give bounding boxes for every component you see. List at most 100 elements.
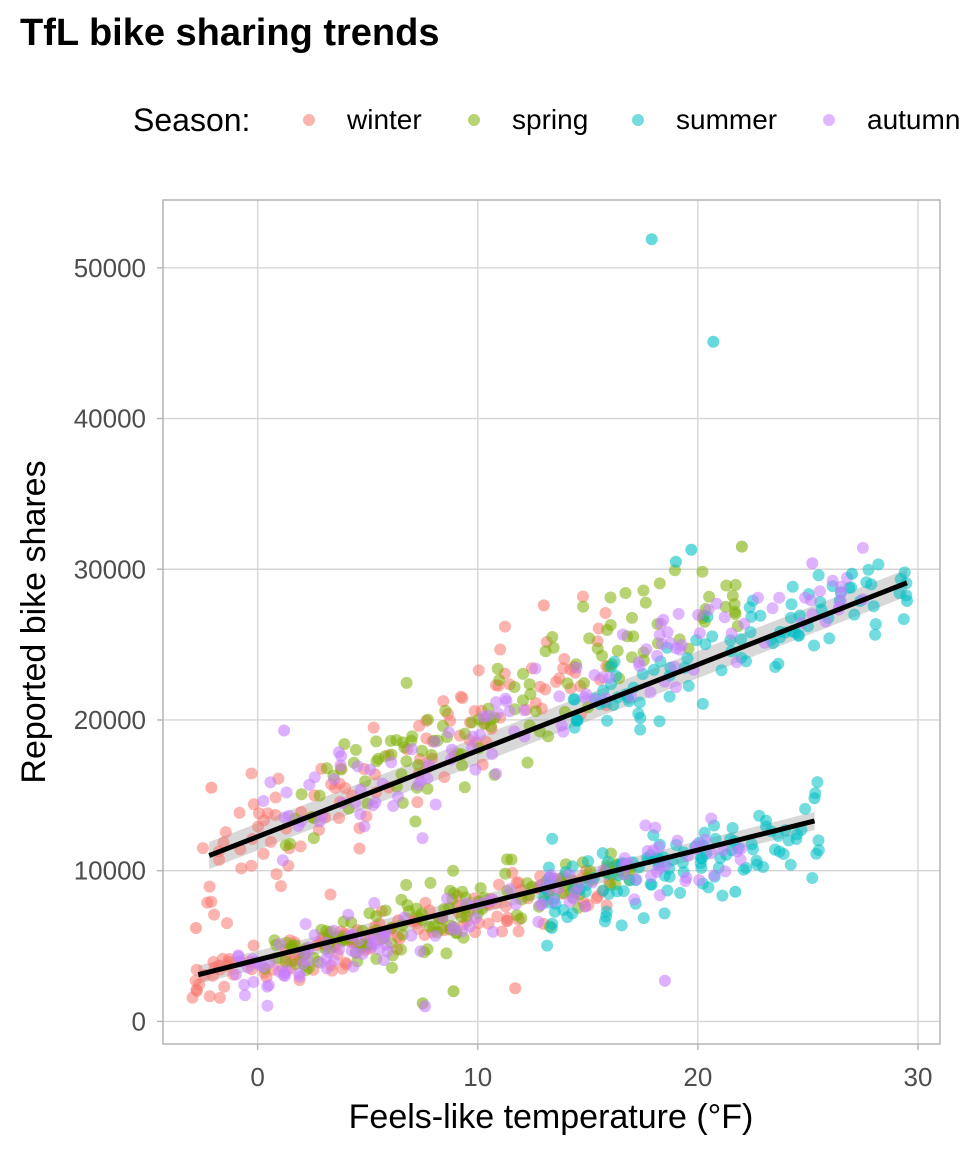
data-point-autumn <box>429 929 442 942</box>
data-point-summer <box>706 630 719 643</box>
data-point-spring <box>501 853 513 866</box>
data-point-winter <box>235 862 248 875</box>
data-point-autumn <box>632 656 645 669</box>
data-point-summer <box>808 792 821 805</box>
data-point-autumn <box>278 724 291 737</box>
data-point-spring <box>474 882 487 895</box>
data-point-autumn <box>826 574 839 587</box>
data-point-autumn <box>659 859 672 872</box>
data-point-spring <box>578 677 590 690</box>
data-point-winter <box>411 796 424 809</box>
data-point-autumn <box>264 776 277 789</box>
data-point-spring <box>515 912 528 925</box>
data-point-winter <box>270 868 283 881</box>
data-point-autumn <box>428 735 441 748</box>
data-point-autumn <box>482 709 495 722</box>
y-tick-label: 10000 <box>74 856 146 886</box>
data-point-autumn <box>653 629 666 641</box>
data-point-winter <box>217 836 230 849</box>
data-point-spring <box>284 837 297 850</box>
data-point-summer <box>653 715 666 728</box>
data-point-autumn <box>293 967 306 980</box>
data-point-summer <box>669 555 682 568</box>
data-point-spring <box>653 577 666 590</box>
data-point-autumn <box>283 809 295 822</box>
data-point-spring <box>639 596 652 609</box>
data-point-spring <box>416 744 428 757</box>
data-point-autumn <box>639 819 652 832</box>
data-point-spring <box>458 781 471 794</box>
data-point-autumn <box>799 591 812 604</box>
data-point-autumn <box>628 893 641 906</box>
data-point-spring <box>561 677 574 690</box>
data-point-summer <box>785 598 798 611</box>
data-point-spring <box>401 899 414 912</box>
data-point-winter <box>219 826 232 839</box>
data-point-autumn <box>490 767 503 780</box>
data-point-spring <box>295 788 308 801</box>
data-point-autumn <box>603 671 616 684</box>
legend-label-winter: winter <box>347 104 422 135</box>
data-point-summer <box>808 639 820 652</box>
data-point-autumn <box>644 686 657 699</box>
data-point-autumn <box>418 1000 431 1013</box>
data-point-summer <box>681 652 694 665</box>
data-point-autumn <box>358 820 371 833</box>
data-point-spring <box>611 644 624 657</box>
data-point-autumn <box>387 800 400 812</box>
data-point-spring <box>412 759 425 771</box>
data-point-autumn <box>656 638 668 651</box>
data-point-autumn <box>806 557 819 570</box>
data-point-summer <box>823 632 836 645</box>
data-point-autumn <box>752 591 764 604</box>
data-point-spring <box>583 632 596 645</box>
y-tick-label: 40000 <box>74 404 146 434</box>
data-point-summer <box>715 664 728 677</box>
data-point-autumn <box>641 845 654 857</box>
data-point-spring <box>508 681 521 693</box>
data-point-winter <box>264 835 277 848</box>
data-point-winter <box>247 798 260 811</box>
data-point-summer <box>790 833 803 845</box>
data-point-autumn <box>364 763 377 776</box>
data-point-autumn <box>333 943 345 956</box>
trend-line-0 <box>208 580 908 858</box>
data-point-autumn <box>469 763 482 776</box>
data-point-winter <box>257 847 270 860</box>
data-point-autumn <box>572 880 585 893</box>
data-point-autumn <box>669 681 682 694</box>
data-point-winter <box>269 791 282 804</box>
data-point-autumn <box>238 978 251 991</box>
data-point-summer <box>663 870 676 883</box>
data-point-spring <box>577 600 590 613</box>
data-point-autumn <box>229 968 242 981</box>
data-point-spring <box>425 749 438 761</box>
data-point-spring <box>421 713 434 726</box>
data-point-summer <box>806 872 819 884</box>
data-point-autumn <box>368 897 381 909</box>
data-point-summer <box>546 832 559 845</box>
data-point-summer <box>707 335 720 348</box>
data-point-summer <box>786 580 799 593</box>
data-point-autumn <box>314 956 327 969</box>
data-point-autumn <box>429 798 442 811</box>
data-point-autumn <box>580 688 593 701</box>
data-point-autumn <box>570 661 583 674</box>
data-point-autumn <box>350 947 363 960</box>
data-point-autumn <box>308 771 321 784</box>
data-point-spring <box>604 591 617 604</box>
data-point-summer <box>645 233 658 246</box>
data-point-summer <box>726 822 739 834</box>
data-point-summer <box>663 690 676 703</box>
data-point-summer <box>674 886 687 899</box>
data-point-winter <box>247 939 260 952</box>
data-point-spring <box>626 611 638 624</box>
data-point-summer <box>695 861 708 874</box>
data-point-winter <box>190 922 202 934</box>
trend-line-1 <box>197 818 816 978</box>
data-point-winter <box>353 842 366 855</box>
data-point-autumn <box>671 834 684 847</box>
data-point-autumn <box>658 974 671 987</box>
data-point-summer <box>784 611 797 624</box>
x-tick-label: 30 <box>904 1062 933 1092</box>
